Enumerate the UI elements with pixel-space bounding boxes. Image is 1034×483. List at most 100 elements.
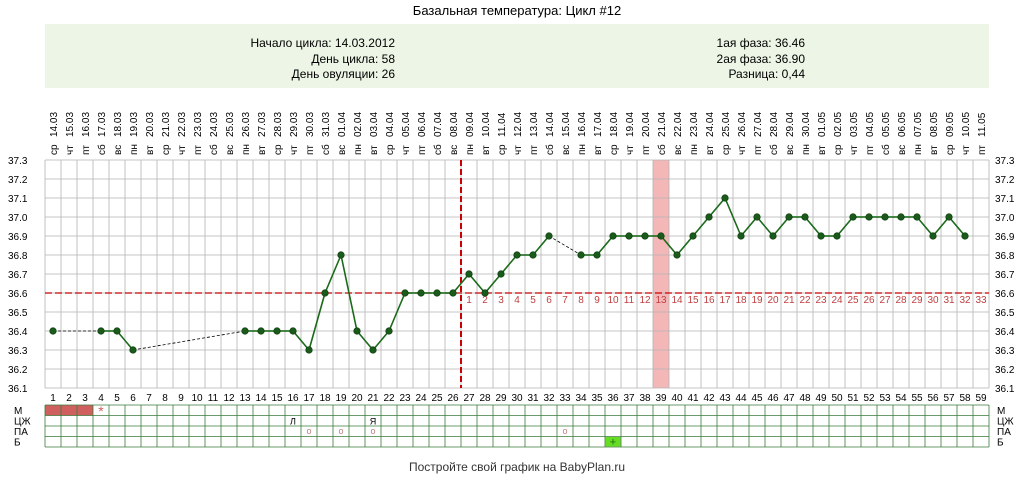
data-point [593, 251, 601, 259]
data-point [257, 327, 265, 335]
x-tick-weekday: вт [593, 145, 604, 155]
phase2-day-number: 33 [975, 295, 987, 306]
x-tick-weekday: ср [833, 144, 844, 155]
x-tick-weekday: вт [817, 145, 828, 155]
series-segment [292, 330, 310, 351]
x-tick-date: 22.03 [177, 112, 188, 137]
x-tick-weekday: сб [656, 144, 668, 155]
phase2-day-number: 25 [847, 295, 859, 306]
x-tick-date: 27.04 [753, 112, 764, 137]
x-tick-date: 07.05 [913, 112, 924, 137]
phase2-day-number: 17 [719, 295, 731, 306]
y-tick-label-left: 36.4 [8, 327, 28, 338]
x-tick-weekday: пт [417, 145, 428, 155]
pa-marker: o [306, 426, 311, 436]
y-tick-label-right: 37.2 [995, 175, 1015, 186]
data-point [401, 289, 409, 297]
x-tick-day: 7 [146, 393, 152, 404]
x-tick-weekday: ср [721, 144, 732, 155]
x-tick-day: 17 [303, 393, 315, 404]
series-segment [692, 216, 710, 237]
data-point [449, 289, 457, 297]
x-tick-date: 14.04 [545, 112, 556, 137]
data-point [417, 289, 425, 297]
x-tick-day: 44 [735, 393, 747, 404]
x-tick-date: 29.04 [785, 112, 796, 137]
x-tick-day: 34 [575, 393, 587, 404]
x-tick-weekday: чт [961, 145, 972, 155]
x-tick-day: 57 [943, 393, 955, 404]
x-tick-date: 10.04 [481, 112, 492, 137]
x-tick-weekday: чт [849, 145, 860, 155]
y-tick-label-left: 36.8 [8, 251, 28, 262]
x-tick-weekday: пт [753, 145, 764, 155]
series-segment [772, 216, 790, 237]
x-tick-date: 20.03 [145, 112, 156, 137]
y-tick-label-right: 36.4 [995, 327, 1015, 338]
x-tick-date: 13.04 [529, 112, 540, 137]
data-point [513, 251, 521, 259]
x-tick-date: 11.05 [977, 112, 988, 137]
y-tick-label-right: 36.5 [995, 308, 1015, 319]
data-point [881, 213, 889, 221]
x-tick-weekday: вт [481, 145, 492, 155]
y-tick-label-right: 36.3 [995, 346, 1015, 357]
series-segment [932, 216, 950, 237]
x-tick-date: 07.04 [433, 112, 444, 137]
series-segment [356, 330, 374, 351]
x-tick-day: 47 [783, 393, 795, 404]
x-tick-date: 20.04 [641, 112, 652, 137]
data-point [897, 213, 905, 221]
data-point [865, 213, 873, 221]
data-point [241, 327, 249, 335]
phase2-day-number: 11 [624, 295, 635, 306]
phase2-day-number: 12 [639, 295, 651, 306]
phase2-avg: 2ая фаза: 36.90 [716, 51, 805, 66]
x-tick-date: 26.03 [241, 112, 252, 137]
y-tick-label-left: 37.3 [8, 156, 28, 167]
phase2-day-number: 14 [671, 295, 683, 306]
footer-link[interactable]: Постройте свой график на BabyPlan.ru [408, 460, 626, 474]
data-point [849, 213, 857, 221]
x-tick-day: 33 [559, 393, 571, 404]
data-point [529, 251, 537, 259]
series-segment [660, 235, 678, 256]
y-tick-label-left: 36.9 [8, 232, 28, 243]
data-point [97, 327, 105, 335]
data-point [305, 346, 313, 354]
data-point [929, 232, 937, 240]
series-gap-segment [548, 235, 582, 256]
x-tick-weekday: вт [929, 145, 940, 155]
x-tick-date: 19.03 [129, 112, 140, 137]
x-tick-date: 15.03 [65, 112, 76, 137]
x-tick-day: 51 [847, 393, 859, 404]
phase2-day-number: 20 [767, 295, 779, 306]
x-tick-weekday: пн [353, 144, 364, 155]
x-tick-date: 18.04 [609, 112, 620, 137]
phase2-day-number: 18 [735, 295, 747, 306]
data-point [273, 327, 281, 335]
x-tick-day: 9 [178, 393, 184, 404]
phase2-day-number: 27 [879, 295, 891, 306]
data-point [545, 232, 553, 240]
x-tick-date: 14.03 [49, 112, 60, 137]
phase2-day-number: 23 [815, 295, 827, 306]
data-point [625, 232, 633, 240]
series-segment [484, 273, 502, 294]
phase2-day-number: 9 [594, 295, 600, 306]
series-segment [500, 254, 518, 275]
series-segment [676, 235, 694, 256]
row-label: ПА [14, 427, 28, 438]
x-tick-day: 38 [639, 393, 651, 404]
x-tick-weekday: ср [49, 144, 60, 155]
x-tick-date: 09.05 [945, 112, 956, 137]
row-label: М [14, 406, 22, 417]
x-tick-day: 27 [463, 393, 475, 404]
series-segment [324, 254, 342, 294]
x-tick-day: 16 [287, 393, 299, 404]
row-label-right: ПА [997, 427, 1011, 438]
series-segment [596, 235, 614, 256]
x-tick-date: 04.04 [385, 112, 396, 137]
x-tick-date: 25.04 [721, 112, 732, 137]
